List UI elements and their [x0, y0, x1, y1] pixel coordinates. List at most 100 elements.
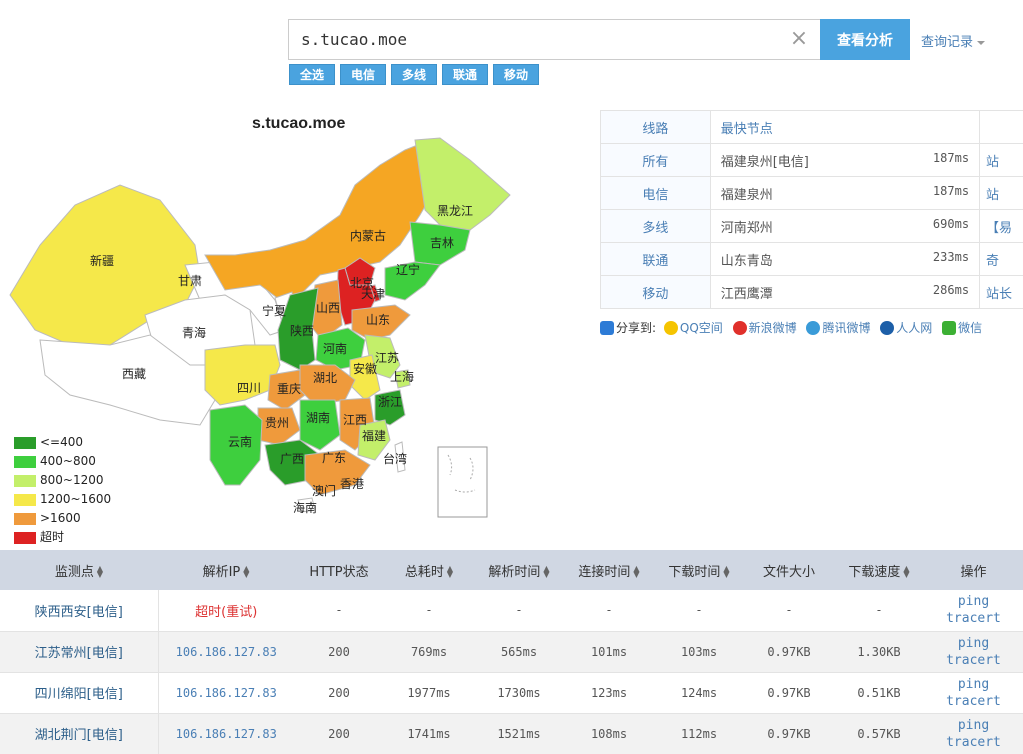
- ping-link[interactable]: ping: [957, 635, 990, 651]
- resolved-ip: 106.186.127.83: [158, 713, 294, 754]
- tracert-link[interactable]: tracert: [946, 611, 1001, 627]
- province-浙江-label: 浙江: [378, 395, 402, 409]
- route-node: 江西鹰潭 286ms: [709, 275, 981, 309]
- legend-swatch: [14, 512, 36, 525]
- province-西藏-region[interactable]: [39, 334, 231, 426]
- route-type[interactable]: 联通: [600, 242, 711, 276]
- route-header-node: 最快节点: [709, 110, 981, 144]
- province-湖南-region[interactable]: [299, 399, 341, 451]
- province-上海-region[interactable]: [394, 369, 411, 389]
- monitor-location: 湖北荆门[电信]: [0, 713, 159, 754]
- share-wechat[interactable]: 微信: [942, 319, 982, 336]
- results-header-label: 下载速度: [848, 564, 901, 580]
- route-extra-link[interactable]: 站: [979, 176, 1023, 210]
- province-黑龙江-region[interactable]: [414, 137, 511, 231]
- tracert-link[interactable]: tracert: [946, 652, 1001, 668]
- route-header-type: 线路: [600, 110, 711, 144]
- filter-bar: 全选 电信 多线 联通 移动: [289, 64, 544, 85]
- province-江西-label: 江西: [343, 413, 367, 427]
- sort-icon[interactable]: ▲ ▼: [543, 564, 550, 579]
- results-header-label: HTTP状态: [309, 564, 369, 580]
- province-重庆-region[interactable]: [267, 369, 306, 411]
- province-福建-region[interactable]: [357, 419, 391, 461]
- table-row: 江苏常州[电信] 106.186.127.83 200 769ms 565ms 101ms…: [0, 631, 1023, 673]
- results-header-cell[interactable]: 解析IP ▲ ▼: [158, 550, 294, 590]
- province-广西-label: 广西: [280, 452, 304, 466]
- legend-item: 超时: [14, 530, 111, 549]
- result-total: -: [384, 590, 474, 632]
- route-node: 福建泉州 187ms: [709, 176, 981, 210]
- province-内蒙古-label: 内蒙古: [350, 228, 386, 243]
- route-node-time: 690ms: [932, 216, 970, 231]
- province-广东-region[interactable]: [304, 449, 371, 496]
- ping-link[interactable]: ping: [957, 676, 990, 692]
- route-extra-link[interactable]: 奇: [979, 242, 1023, 276]
- ping-link[interactable]: ping: [957, 717, 990, 733]
- route-node-name: 福建泉州[电信]: [720, 154, 809, 170]
- history-dropdown[interactable]: 查询记录: [921, 31, 986, 50]
- sort-icon[interactable]: ▲ ▼: [96, 564, 104, 579]
- province-辽宁-region[interactable]: [384, 261, 441, 301]
- province-广东-label: 广东: [322, 451, 346, 465]
- monitor-location: 江苏常州[电信]: [0, 631, 159, 673]
- results-header-label: 监测点: [54, 564, 94, 580]
- result-status: 200: [294, 631, 384, 673]
- timeout-retry-link[interactable]: 超时(重试): [158, 590, 294, 632]
- legend-swatch: [14, 455, 36, 468]
- route-type[interactable]: 电信: [600, 176, 711, 210]
- result-ops: ping tracert: [924, 631, 1023, 673]
- wechat-icon: [942, 321, 957, 335]
- route-extra-link[interactable]: 站: [979, 143, 1023, 177]
- results-header-cell[interactable]: 监测点 ▲ ▼: [0, 550, 158, 590]
- province-北京-label: 北京: [350, 276, 374, 290]
- province-海南-region[interactable]: [297, 497, 316, 513]
- filter-all-button[interactable]: 全选: [289, 64, 335, 85]
- province-台湾-region[interactable]: [394, 441, 406, 473]
- filter-mobile-button[interactable]: 移动: [493, 64, 539, 85]
- results-header-cell[interactable]: 下载速度 ▲ ▼: [834, 550, 924, 590]
- filter-telecom-button[interactable]: 电信: [340, 64, 386, 85]
- legend-item: 800~1200: [14, 473, 111, 492]
- sort-icon[interactable]: ▲ ▼: [446, 564, 454, 579]
- share-tencent-weibo[interactable]: 腾讯微博: [806, 319, 870, 336]
- route-type[interactable]: 多线: [600, 209, 711, 243]
- legend-item: <=400: [14, 435, 111, 454]
- resolved-ip: 106.186.127.83: [158, 631, 294, 673]
- tracert-link[interactable]: tracert: [946, 734, 1001, 750]
- results-header-label: 解析时间: [488, 564, 541, 580]
- weibo-icon: [732, 321, 747, 335]
- route-type[interactable]: 所有: [600, 143, 711, 177]
- route-type[interactable]: 移动: [600, 275, 711, 309]
- route-extra-link[interactable]: 站长: [979, 275, 1023, 309]
- province-云南-region[interactable]: [209, 404, 263, 486]
- route-node: 山东青岛 233ms: [709, 242, 981, 276]
- province-福建-label: 福建: [362, 428, 386, 443]
- filter-multiline-button[interactable]: 多线: [391, 64, 437, 85]
- tracert-link[interactable]: tracert: [946, 693, 1001, 709]
- results-header-cell[interactable]: 连接时间 ▲ ▼: [564, 550, 654, 590]
- province-宁夏-label: 宁夏: [262, 303, 286, 318]
- route-node-name: 河南郑州: [720, 220, 773, 236]
- route-extra-link[interactable]: 【易: [979, 209, 1023, 243]
- sort-icon[interactable]: ▲ ▼: [723, 564, 730, 579]
- sort-icon[interactable]: ▲ ▼: [633, 564, 640, 579]
- sort-icon[interactable]: ▲ ▼: [903, 564, 910, 579]
- ping-link[interactable]: ping: [957, 594, 990, 610]
- clear-icon[interactable]: ×: [789, 26, 809, 51]
- results-header-cell: 文件大小: [744, 550, 834, 590]
- share-qzone[interactable]: QQ空间: [663, 319, 723, 336]
- search-input[interactable]: [288, 19, 820, 60]
- search-button[interactable]: 查看分析: [820, 19, 910, 60]
- resolved-ip: 106.186.127.83: [158, 672, 294, 714]
- sort-icon[interactable]: ▲ ▼: [243, 564, 250, 579]
- results-header-cell[interactable]: 下载时间 ▲ ▼: [654, 550, 744, 590]
- province-浙江-region[interactable]: [374, 389, 406, 426]
- results-header-cell[interactable]: 总耗时 ▲ ▼: [384, 550, 474, 590]
- share-renren[interactable]: 人人网: [880, 319, 932, 336]
- result-total: 769ms: [384, 631, 474, 673]
- results-header-cell[interactable]: 解析时间 ▲ ▼: [474, 550, 564, 590]
- share-weibo[interactable]: 新浪微博: [732, 319, 797, 336]
- province-湖南-label: 湖南: [306, 410, 330, 425]
- filter-unicom-button[interactable]: 联通: [442, 64, 488, 85]
- province-山东-region[interactable]: [351, 304, 411, 341]
